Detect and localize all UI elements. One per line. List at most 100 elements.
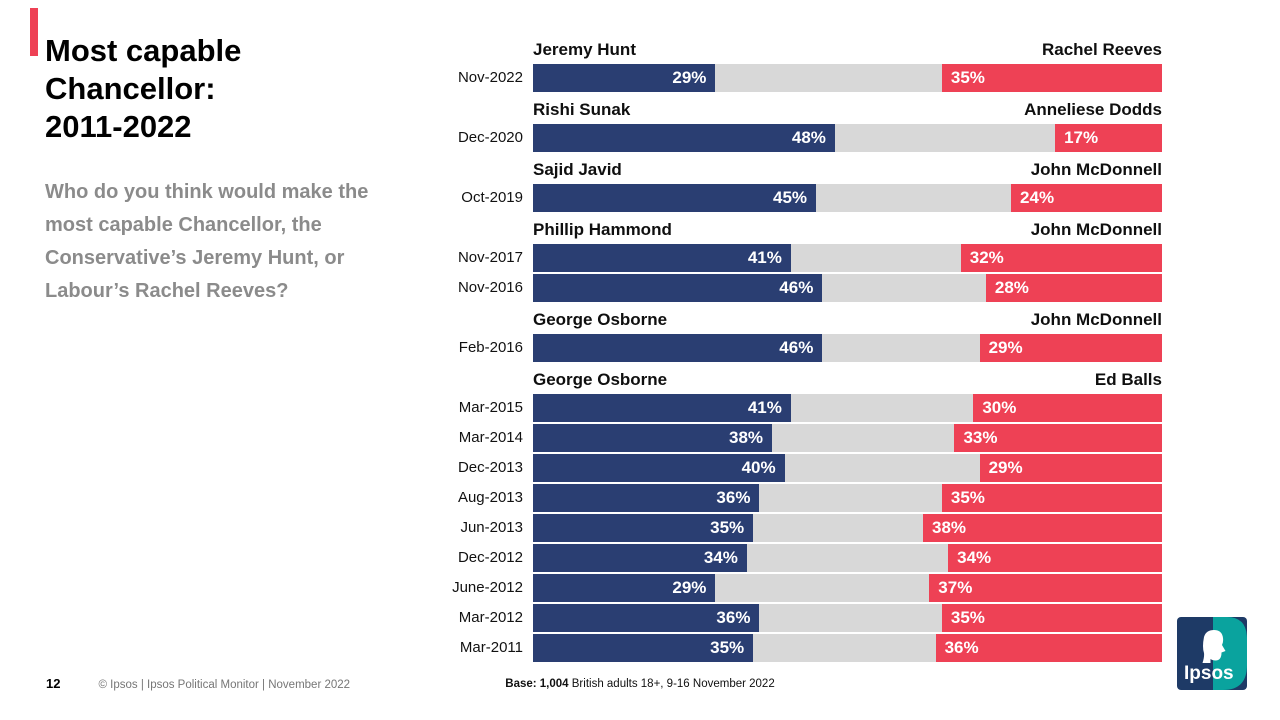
bar-row: Oct-2019 45% 24% [437, 184, 1162, 212]
conservative-value-label: 36% [716, 608, 751, 627]
date-label: Mar-2014 [458, 429, 523, 446]
bar-row: Nov-2022 29% 35% [437, 64, 1162, 92]
page-number: 12 [46, 676, 61, 691]
labour-bar-segment: 30% [973, 394, 1162, 422]
base-note-bold: Base: 1,004 [505, 678, 569, 690]
conservative-name-label: George Osborne [533, 370, 668, 389]
group-header: George Osborne Ed Balls [533, 364, 1162, 394]
labour-bar-segment: 37% [929, 574, 1162, 602]
labour-bar-segment: 28% [985, 274, 1162, 302]
page-title: Most capable Chancellor: 2011-2022 [45, 33, 242, 144]
bar-row: Mar-2011 35% 36% [437, 634, 1162, 662]
labour-value-label: 29% [988, 338, 1023, 357]
conservative-value-label: 41% [747, 248, 782, 267]
labour-value-label: 32% [969, 248, 1004, 267]
conservative-value-label: 34% [703, 548, 738, 567]
left-panel: Most capable Chancellor: 2011-2022 Who d… [45, 32, 375, 308]
bar-row: Dec-2013 40% 29% [437, 454, 1162, 482]
bar-row: Mar-2015 41% 30% [437, 394, 1162, 422]
bar-track: 36% 35% [533, 484, 1162, 512]
labour-bar-segment: 38% [922, 514, 1162, 542]
conservative-name-label: Phillip Hammond [533, 220, 672, 239]
bar-track: 35% 36% [533, 634, 1162, 662]
date-label: Dec-2020 [457, 129, 523, 146]
conservative-bar-segment: 35% [533, 634, 754, 662]
bar-track: 41% 30% [533, 394, 1162, 422]
date-label: Nov-2017 [457, 249, 523, 266]
conservative-value-label: 48% [791, 128, 826, 147]
labour-name-label: Anneliese Dodds [1024, 100, 1162, 119]
group-header: Jeremy Hunt Rachel Reeves [533, 40, 1162, 64]
labour-value-label: 33% [963, 428, 998, 447]
date-label: Jun-2013 [460, 519, 523, 536]
labour-bar-segment: 29% [979, 334, 1162, 362]
copyright-text: © Ipsos | Ipsos Political Monitor | Nove… [98, 679, 351, 691]
conservative-value-label: 35% [710, 518, 745, 537]
bar-row: Dec-2012 34% 34% [437, 544, 1162, 572]
question-subtitle: Who do you think would make the most cap… [45, 181, 369, 302]
labour-name-label: John McDonnell [1030, 160, 1162, 179]
bar-track: 45% 24% [533, 184, 1162, 212]
conservative-value-label: 38% [728, 428, 764, 447]
chart: Jeremy Hunt Rachel Reeves Nov-2022 29% 35% Ri… [437, 40, 1162, 664]
group-header: George Osborne John McDonnell [533, 304, 1162, 334]
group-header: Phillip Hammond John McDonnell [533, 214, 1162, 244]
labour-value-label: 35% [950, 488, 985, 507]
bar-row: Jun-2013 35% 38% [437, 514, 1162, 542]
base-note-rest: British adults 18+, 9-16 November 2022 [568, 678, 775, 690]
labour-name-label: Rachel Reeves [1041, 40, 1162, 59]
labour-value-label: 35% [950, 608, 985, 627]
labour-bar-segment: 34% [948, 544, 1162, 572]
base-note: Base: 1,004 British adults 18+, 9-16 Nov… [0, 678, 1280, 690]
date-label: Dec-2013 [457, 459, 523, 476]
conservative-bar-segment: 36% [533, 484, 760, 512]
conservative-value-label: 46% [779, 338, 814, 357]
labour-value-label: 38% [931, 518, 967, 537]
bar-row: Aug-2013 36% 35% [437, 484, 1162, 512]
conservative-value-label: 45% [773, 188, 808, 207]
bar-row: Feb-2016 46% 29% [437, 334, 1162, 362]
logo-face-silhouette-icon [1202, 630, 1226, 663]
logo-wordmark: Ipsos [1184, 663, 1234, 684]
conservative-name-label: Sajid Javid [533, 160, 622, 179]
labour-value-label: 29% [988, 458, 1023, 477]
date-label: Feb-2016 [458, 339, 523, 356]
labour-bar-segment: 17% [1055, 124, 1162, 152]
bar-track: 40% 29% [533, 454, 1162, 482]
labour-bar-segment: 29% [979, 454, 1162, 482]
bar-row: Dec-2020 48% 17% [437, 124, 1162, 152]
bar-track: 46% 29% [533, 334, 1162, 362]
conservative-bar-segment: 41% [533, 244, 791, 272]
group-header: Rishi Sunak Anneliese Dodds [533, 94, 1162, 124]
conservative-value-label: 29% [672, 578, 707, 597]
conservative-name-label: Jeremy Hunt [533, 40, 636, 59]
accent-bar [30, 8, 38, 56]
group-header: Sajid Javid John McDonnell [533, 154, 1162, 184]
labour-value-label: 35% [950, 68, 985, 87]
labour-value-label: 34% [957, 548, 992, 567]
conservative-bar-segment: 29% [533, 64, 716, 92]
conservative-bar-segment: 41% [533, 394, 791, 422]
conservative-bar-segment: 29% [533, 574, 716, 602]
bar-track: 46% 28% [533, 274, 1162, 302]
date-label: Nov-2022 [457, 69, 523, 86]
bar-track: 29% 37% [533, 574, 1162, 602]
bar-row: Nov-2017 41% 32% [437, 244, 1162, 272]
labour-bar-segment: 24% [1011, 184, 1162, 212]
labour-value-label: 30% [982, 398, 1017, 417]
labour-bar-segment: 35% [941, 64, 1162, 92]
date-label: Nov-2016 [457, 279, 523, 296]
ipsos-logo: Ipsos [1177, 617, 1247, 690]
labour-bar-segment: 36% [935, 634, 1162, 662]
labour-value-label: 24% [1020, 188, 1055, 207]
conservative-bar-segment: 34% [533, 544, 747, 572]
date-label: Oct-2019 [461, 189, 523, 206]
date-label: Dec-2012 [457, 549, 523, 566]
date-label: Mar-2015 [458, 399, 523, 416]
conservative-bar-segment: 38% [533, 424, 773, 452]
labour-name-label: Ed Balls [1094, 370, 1162, 389]
bar-track: 34% 34% [533, 544, 1162, 572]
conservative-bar-segment: 36% [533, 604, 760, 632]
date-label: Mar-2012 [458, 609, 523, 626]
